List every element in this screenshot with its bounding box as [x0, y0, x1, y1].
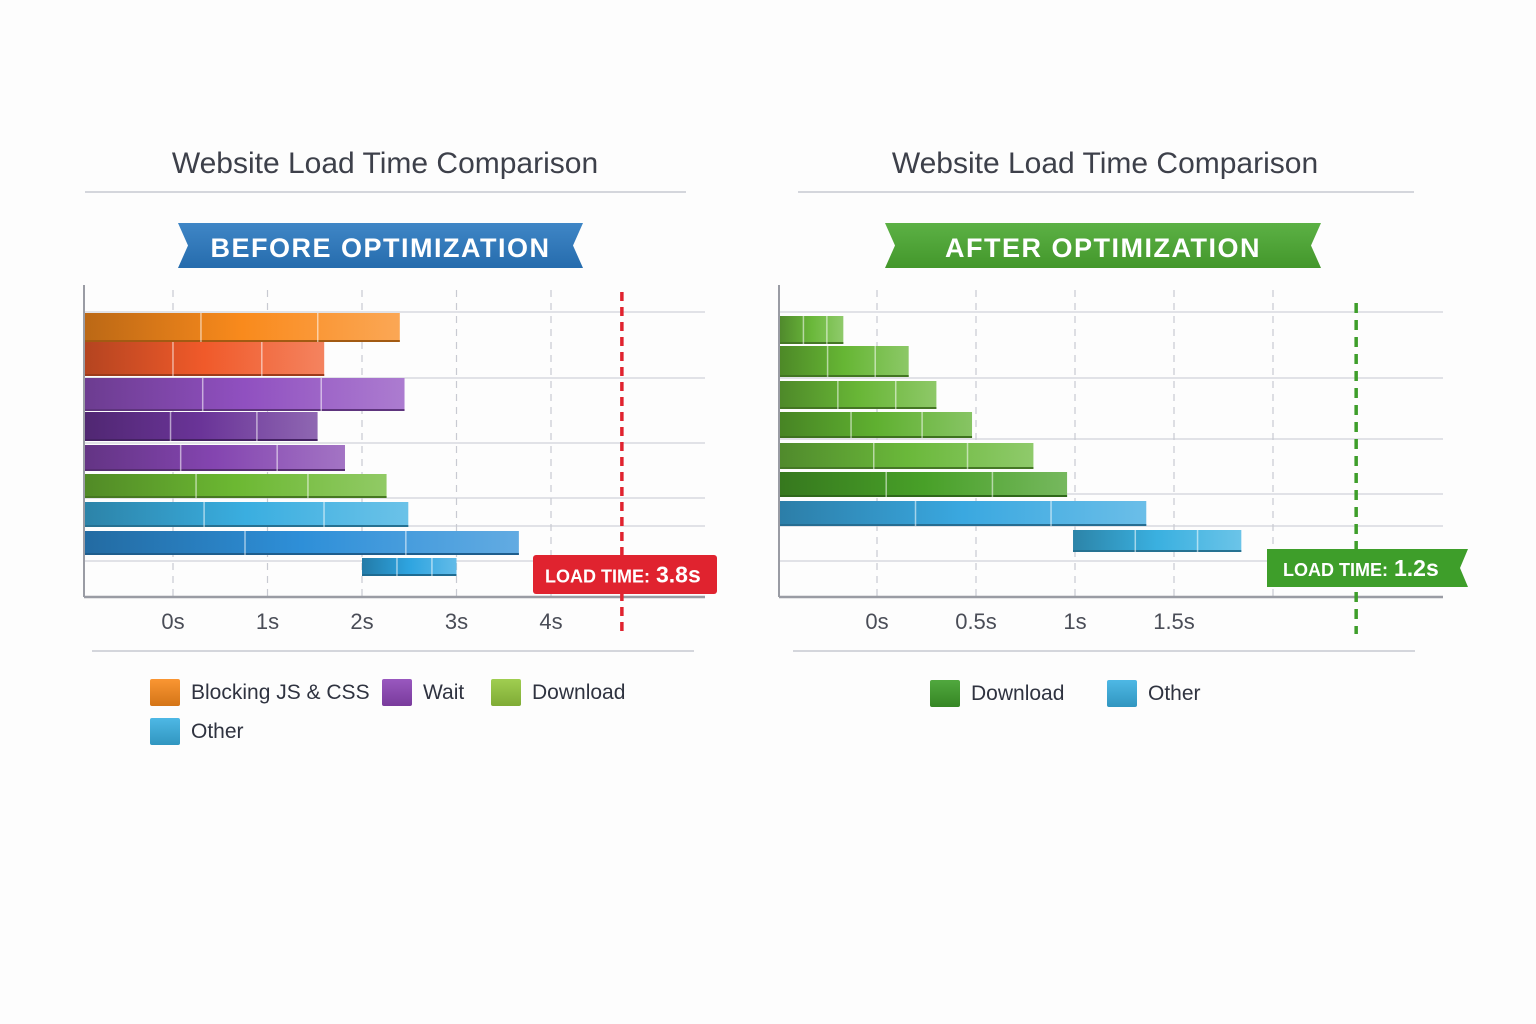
bar-download [779, 346, 909, 377]
x-tick-label: 4s [539, 609, 562, 634]
bar-edge [779, 436, 973, 438]
load-time-badge [533, 555, 717, 594]
load-time-prefix: LOAD TIME: [545, 567, 650, 587]
bar-edge [779, 524, 1147, 526]
legend-label: Other [191, 719, 244, 743]
bar-other [84, 531, 519, 555]
legend-swatch [150, 679, 180, 706]
x-tick-label: 1s [256, 609, 279, 634]
legend-swatch [491, 679, 521, 706]
bar-download [84, 474, 387, 498]
bar-download [779, 381, 937, 409]
bar-edge [362, 574, 457, 576]
bar-other [84, 502, 409, 527]
bar-edge [779, 407, 937, 409]
banner-ribbon [885, 223, 1321, 268]
bar-edge [84, 409, 405, 411]
bar-other [362, 558, 457, 576]
banner-label: AFTER OPTIMIZATION [945, 233, 1261, 263]
bar-edge [779, 342, 844, 344]
bar-wait [84, 412, 318, 441]
chart-0: Website Load Time Comparison BEFORE OPTIM… [83, 147, 717, 652]
x-tick-label: 1s [1063, 609, 1086, 634]
chart-title: Website Load Time Comparison [172, 147, 598, 180]
bar-other [779, 501, 1147, 526]
legend-label: Wait [423, 680, 465, 704]
legend-swatch [930, 680, 960, 707]
load-time-prefix: LOAD TIME: [1283, 560, 1388, 580]
x-tick-label: 0.5s [955, 609, 997, 634]
bar-wait [84, 445, 345, 471]
bar-blocking-js-css [84, 313, 400, 342]
bar-edge [84, 553, 519, 555]
x-tick-label: 1.5s [1153, 609, 1195, 634]
load-time-label: LOAD TIME: 3.8s [545, 562, 701, 588]
bar-download [779, 412, 973, 438]
x-tick-label: 0s [865, 609, 888, 634]
bar-blocking-js-css [84, 342, 325, 376]
load-time-label: LOAD TIME: 1.2s [1283, 555, 1439, 581]
bar-edge [84, 439, 318, 441]
legend-swatch [1107, 680, 1137, 707]
legend-item: Other [1107, 680, 1201, 707]
bar-other [1073, 530, 1242, 552]
legend-label: Blocking JS & CSS [191, 680, 370, 704]
legend-label: Download [532, 680, 626, 704]
load-time-badge [1267, 549, 1468, 587]
legend-item: Download [930, 680, 1064, 707]
bar-download [779, 472, 1068, 497]
legend-swatch [382, 679, 412, 706]
legend-item: Wait [382, 679, 464, 706]
chart-title: Website Load Time Comparison [892, 147, 1318, 180]
legend-swatch [150, 718, 180, 745]
x-tick-label: 0s [161, 609, 184, 634]
bar-edge [84, 340, 400, 342]
bar-edge [84, 525, 409, 527]
bar-edge [779, 375, 909, 377]
legend-label: Other [1148, 681, 1201, 705]
legend-item: Other [150, 718, 244, 745]
chart-1: Website Load Time Comparison AFTER OPTIMI… [778, 147, 1468, 652]
banner-label: BEFORE OPTIMIZATION [211, 233, 551, 263]
x-tick-label: 2s [350, 609, 373, 634]
legend-item: Blocking JS & CSS [150, 679, 370, 706]
legend-label: Download [971, 681, 1065, 705]
bar-download [779, 316, 844, 344]
load-time-value: 1.2s [1394, 555, 1439, 581]
bar-edge [84, 496, 387, 498]
banner-ribbon [178, 223, 583, 268]
bar-wait [84, 378, 405, 411]
bar-edge [779, 467, 1034, 469]
bar-edge [779, 495, 1068, 497]
x-tick-label: 3s [445, 609, 468, 634]
bar-edge [84, 374, 325, 376]
load-time-value: 3.8s [656, 562, 701, 588]
bar-edge [84, 469, 345, 471]
bar-edge [1073, 550, 1242, 552]
bar-download [779, 443, 1034, 469]
legend-item: Download [491, 679, 625, 706]
